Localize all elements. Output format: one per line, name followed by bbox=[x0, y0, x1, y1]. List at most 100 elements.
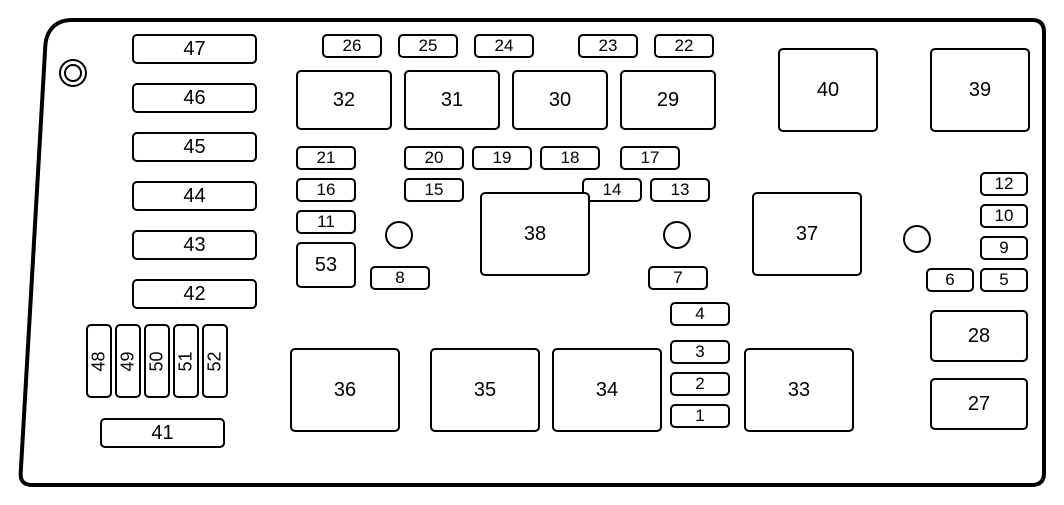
fuse-label: 20 bbox=[425, 148, 444, 168]
fuse-label: 3 bbox=[695, 342, 704, 362]
fuse-label: 15 bbox=[425, 180, 444, 200]
fuse-slot-26: 26 bbox=[322, 34, 382, 58]
fuse-label: 47 bbox=[183, 38, 205, 61]
fuse-slot-38: 38 bbox=[480, 192, 590, 276]
fuse-slot-34: 34 bbox=[552, 348, 662, 432]
fuse-slot-33: 33 bbox=[744, 348, 854, 432]
fuse-slot-44: 44 bbox=[132, 181, 257, 211]
fuse-slot-10: 10 bbox=[980, 204, 1028, 228]
fuse-slot-13: 13 bbox=[650, 178, 710, 202]
fuse-slot-17: 17 bbox=[620, 146, 680, 170]
fuse-slot-30: 30 bbox=[512, 70, 608, 130]
fuse-label: 44 bbox=[183, 185, 205, 208]
stud-middle-icon bbox=[663, 221, 691, 249]
fuse-label: 30 bbox=[549, 89, 571, 112]
fuse-label: 49 bbox=[118, 351, 139, 371]
fuse-label: 50 bbox=[147, 351, 168, 371]
fuse-slot-25: 25 bbox=[398, 34, 458, 58]
fuse-slot-4: 4 bbox=[670, 302, 730, 326]
fuse-label: 10 bbox=[995, 206, 1014, 226]
fuse-slot-8: 8 bbox=[370, 266, 430, 290]
fuse-slot-48: 48 bbox=[86, 324, 112, 398]
fuse-box-diagram: 4746454443424148495051522625242322323130… bbox=[0, 0, 1064, 505]
fuse-label: 1 bbox=[695, 406, 704, 426]
fuse-slot-31: 31 bbox=[404, 70, 500, 130]
fuse-label: 22 bbox=[675, 36, 694, 56]
fuse-slot-2: 2 bbox=[670, 372, 730, 396]
fuse-slot-41: 41 bbox=[100, 418, 225, 448]
fuse-label: 21 bbox=[317, 148, 336, 168]
fuse-label: 29 bbox=[657, 89, 679, 112]
stud-left-icon bbox=[385, 221, 413, 249]
fuse-slot-37: 37 bbox=[752, 192, 862, 276]
fuse-label: 19 bbox=[493, 148, 512, 168]
fuse-label: 43 bbox=[183, 234, 205, 257]
fuse-slot-27: 27 bbox=[930, 378, 1028, 430]
stud-right-icon bbox=[903, 225, 931, 253]
fuse-slot-11: 11 bbox=[296, 210, 356, 234]
fuse-label: 31 bbox=[441, 89, 463, 112]
fuse-label: 11 bbox=[317, 212, 335, 232]
fuse-label: 53 bbox=[315, 254, 337, 277]
fuse-label: 36 bbox=[334, 379, 356, 402]
fuse-label: 9 bbox=[999, 238, 1008, 258]
fuse-label: 8 bbox=[395, 268, 404, 288]
fuse-label: 40 bbox=[817, 79, 839, 102]
fuse-slot-21: 21 bbox=[296, 146, 356, 170]
fuse-label: 23 bbox=[599, 36, 618, 56]
fuse-slot-47: 47 bbox=[132, 34, 257, 64]
fuse-slot-6: 6 bbox=[926, 268, 974, 292]
fuse-slot-43: 43 bbox=[132, 230, 257, 260]
fuse-label: 52 bbox=[205, 351, 226, 371]
fuse-label: 5 bbox=[999, 270, 1008, 290]
fuse-label: 24 bbox=[495, 36, 514, 56]
fuse-slot-49: 49 bbox=[115, 324, 141, 398]
fuse-label: 28 bbox=[968, 325, 990, 348]
fuse-slot-24: 24 bbox=[474, 34, 534, 58]
fuse-label: 4 bbox=[695, 304, 704, 324]
fuse-label: 46 bbox=[183, 87, 205, 110]
fuse-label: 35 bbox=[474, 379, 496, 402]
fuse-slot-51: 51 bbox=[173, 324, 199, 398]
fuse-label: 41 bbox=[151, 422, 173, 445]
fuse-slot-22: 22 bbox=[654, 34, 714, 58]
fuse-label: 6 bbox=[945, 270, 954, 290]
fuse-label: 51 bbox=[176, 351, 197, 371]
fuse-slot-29: 29 bbox=[620, 70, 716, 130]
fuse-slot-53: 53 bbox=[296, 242, 356, 288]
fuse-slot-52: 52 bbox=[202, 324, 228, 398]
fuse-slot-16: 16 bbox=[296, 178, 356, 202]
fuse-slot-18: 18 bbox=[540, 146, 600, 170]
fuse-label: 16 bbox=[317, 180, 336, 200]
fuse-label: 25 bbox=[419, 36, 438, 56]
fuse-slot-12: 12 bbox=[980, 172, 1028, 196]
fuse-label: 48 bbox=[89, 351, 110, 371]
fuse-label: 38 bbox=[524, 223, 546, 246]
fuse-label: 27 bbox=[968, 393, 990, 416]
mounting-screw-inner-icon bbox=[64, 64, 82, 82]
fuse-slot-15: 15 bbox=[404, 178, 464, 202]
fuse-label: 2 bbox=[695, 374, 704, 394]
fuse-label: 26 bbox=[343, 36, 362, 56]
fuse-slot-23: 23 bbox=[578, 34, 638, 58]
fuse-slot-45: 45 bbox=[132, 132, 257, 162]
fuse-label: 7 bbox=[673, 268, 682, 288]
fuse-slot-42: 42 bbox=[132, 279, 257, 309]
fuse-slot-28: 28 bbox=[930, 310, 1028, 362]
fuse-slot-36: 36 bbox=[290, 348, 400, 432]
fuse-label: 17 bbox=[641, 148, 660, 168]
fuse-label: 18 bbox=[561, 148, 580, 168]
fuse-slot-5: 5 bbox=[980, 268, 1028, 292]
fuse-slot-1: 1 bbox=[670, 404, 730, 428]
fuse-slot-50: 50 bbox=[144, 324, 170, 398]
fuse-label: 45 bbox=[183, 136, 205, 159]
fuse-slot-7: 7 bbox=[648, 266, 708, 290]
fuse-label: 39 bbox=[969, 79, 991, 102]
fuse-label: 42 bbox=[183, 283, 205, 306]
fuse-label: 34 bbox=[596, 379, 618, 402]
fuse-slot-46: 46 bbox=[132, 83, 257, 113]
fuse-label: 14 bbox=[603, 180, 622, 200]
fuse-label: 37 bbox=[796, 223, 818, 246]
fuse-slot-9: 9 bbox=[980, 236, 1028, 260]
fuse-slot-35: 35 bbox=[430, 348, 540, 432]
